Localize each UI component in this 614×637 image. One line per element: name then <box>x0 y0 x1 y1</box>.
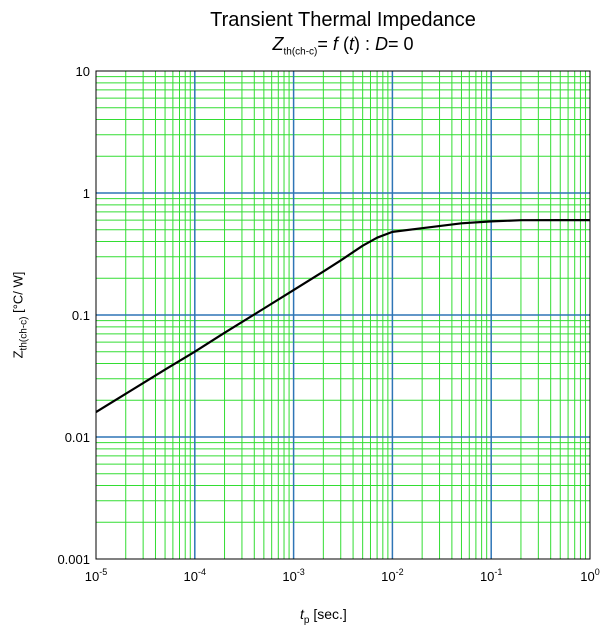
x-tick-base: 10 <box>381 569 395 584</box>
x-tick-label: 10-2 <box>381 567 403 584</box>
series-layer <box>96 220 590 412</box>
x-tick-label: 10-3 <box>282 567 304 584</box>
x-tick-exponent: -1 <box>494 567 502 577</box>
y-tick-label: 10 <box>76 64 90 79</box>
x-tick-labels: 10-5 10-4 10-3 10-2 10-1 100 <box>85 567 600 584</box>
x-tick-label: 100 <box>580 567 599 584</box>
x-tick-base: 10 <box>480 569 494 584</box>
x-tick-base: 10 <box>184 569 198 584</box>
x-tick-base: 10 <box>85 569 99 584</box>
x-tick-exponent: -2 <box>396 567 404 577</box>
x-tick-exponent: 0 <box>595 567 600 577</box>
x-tick-exponent: -4 <box>198 567 206 577</box>
y-tick-label: 0.001 <box>57 552 90 567</box>
x-tick-label: 10-4 <box>184 567 206 584</box>
x-tick-label: 10-1 <box>480 567 502 584</box>
y-tick-label: 0.01 <box>65 430 90 445</box>
x-tick-base: 10 <box>282 569 296 584</box>
y-tick-label: 1 <box>83 186 90 201</box>
series-line <box>96 220 590 412</box>
y-tick-label: 0.1 <box>72 308 90 323</box>
x-tick-base: 10 <box>580 569 594 584</box>
y-tick-labels: 0.001 0.01 0.1 1 10 <box>57 64 90 567</box>
x-tick-label: 10-5 <box>85 567 107 584</box>
x-tick-exponent: -5 <box>99 567 107 577</box>
x-tick-exponent: -3 <box>297 567 305 577</box>
